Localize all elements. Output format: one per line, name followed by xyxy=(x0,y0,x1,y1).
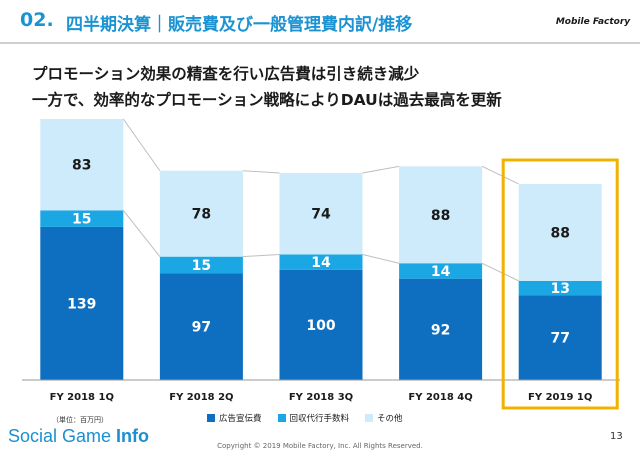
bar-segment xyxy=(40,226,124,380)
bar-segment xyxy=(399,278,483,380)
headline-line-1: プロモーション効果の精査を行い広告費は引き続き減少 xyxy=(32,65,420,83)
watermark-bold: Info xyxy=(116,426,150,446)
bar-value-label: 15 xyxy=(192,258,211,274)
bar-segment xyxy=(40,119,124,211)
connector-line xyxy=(362,253,400,264)
x-tick-label: FY 2018 1Q xyxy=(50,392,114,403)
bar-value-label: 77 xyxy=(550,331,569,347)
logo-text: Mobile Factory xyxy=(555,17,631,27)
bar-segment xyxy=(159,273,243,380)
connector-line xyxy=(122,210,161,257)
bar-segment xyxy=(279,254,363,270)
bar-segment xyxy=(399,166,483,264)
legend-swatch-ad xyxy=(207,414,215,422)
page-title: 四半期決算｜販売費及び一般管理費内訳/推移 xyxy=(66,15,413,35)
bar-segment xyxy=(518,295,602,380)
bar-value-label: 83 xyxy=(72,158,91,174)
bar-segment xyxy=(279,269,363,380)
site-watermark: Social Game Info xyxy=(8,426,149,447)
legend-swatch-other xyxy=(365,414,374,422)
connector-line xyxy=(122,118,161,172)
bar-value-label: 13 xyxy=(550,281,569,297)
copyright: Copyright © 2019 Mobile Factory, Inc. Al… xyxy=(217,442,423,450)
watermark-regular: Social Game xyxy=(8,426,117,446)
legend-label-other: その他 xyxy=(377,414,403,424)
section-number: 02. xyxy=(20,9,54,31)
legend-label-ad: 広告宣伝費 xyxy=(219,414,262,424)
connector-line xyxy=(481,262,519,282)
bar-segment xyxy=(518,183,602,281)
bar-value-label: 88 xyxy=(431,208,450,224)
legend-swatch-fee xyxy=(277,414,286,422)
bar-segment xyxy=(279,172,363,255)
company-logo: Mobile Factory xyxy=(554,11,632,33)
bar-value-label: 139 xyxy=(67,296,96,312)
legend-item-fee: 回収代行手数料 xyxy=(277,412,350,424)
bar-segment xyxy=(518,280,602,296)
headline-line-2: 一方で、効率的なプロモーション戦略によりDAUは過去最高を更新 xyxy=(32,91,502,109)
x-tick-label: FY 2019 1Q xyxy=(528,392,592,403)
bar-value-label: 88 xyxy=(550,225,569,241)
header-bar xyxy=(0,0,640,44)
bar-value-label: 92 xyxy=(431,322,450,338)
connector-line xyxy=(481,165,519,185)
bar-segment xyxy=(159,256,243,274)
bar-value-label: 78 xyxy=(192,207,211,223)
legend-item-ad: 広告宣伝費 xyxy=(207,412,262,424)
page-number: 13 xyxy=(610,431,623,442)
bar-segment xyxy=(399,263,483,279)
x-tick-label: FY 2018 2Q xyxy=(169,392,233,403)
bar-value-label: 100 xyxy=(306,318,335,334)
bar-value-label: 14 xyxy=(311,255,331,271)
unit-note: （単位：百万円） xyxy=(52,416,108,424)
connector-line xyxy=(362,165,400,174)
bar-segment xyxy=(159,170,243,257)
legend-label-fee: 回収代行手数料 xyxy=(289,414,350,424)
x-tick-label: FY 2018 4Q xyxy=(408,392,472,403)
bar-segment xyxy=(40,210,124,227)
chart-legend: 広告宣伝費 回収代行手数料 その他 xyxy=(207,412,403,424)
bar-value-label: 14 xyxy=(431,264,451,280)
x-tick-label: FY 2018 3Q xyxy=(289,392,353,403)
bar-value-label: 74 xyxy=(311,207,331,223)
bar-value-label: 97 xyxy=(192,320,211,336)
connector-line xyxy=(242,253,280,258)
bar-value-label: 15 xyxy=(72,212,91,228)
connector-line xyxy=(242,170,280,174)
legend-item-other: その他 xyxy=(365,412,403,424)
highlight-box xyxy=(501,158,619,410)
